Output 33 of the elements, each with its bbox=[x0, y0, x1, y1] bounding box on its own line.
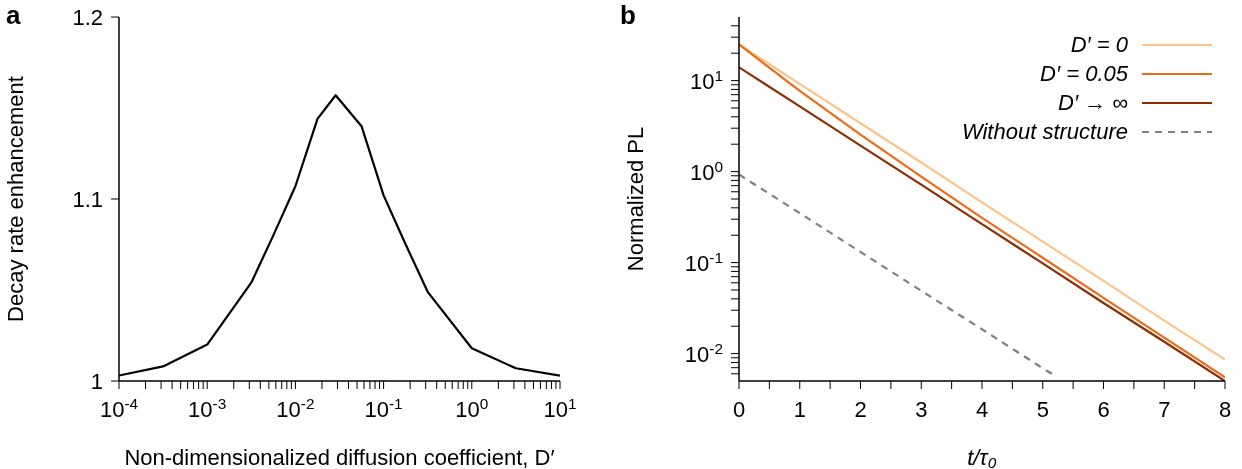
y-tick-label: 1 bbox=[90, 369, 103, 394]
legend-label: D′ → ∞ bbox=[1058, 89, 1128, 116]
legend-label: Without structure bbox=[961, 118, 1128, 145]
x-tick-label: 2 bbox=[854, 397, 867, 422]
x-tick-label: 5 bbox=[1036, 397, 1049, 422]
y-tick-label: 10$^{-1}$ bbox=[684, 248, 723, 276]
x-tick-label: 10$^{0}$ bbox=[455, 394, 489, 422]
x-tick-label: 8 bbox=[1218, 397, 1232, 422]
y-tick-label: 10$^{1}$ bbox=[689, 66, 723, 94]
x-tick-label: 6 bbox=[1097, 397, 1110, 422]
y-axis-title: Normalized PL bbox=[622, 126, 648, 272]
chart-title: a bbox=[6, 0, 21, 31]
legend-label: D′ = 0.05 bbox=[1040, 60, 1128, 87]
x-tick-label: 10$^{1}$ bbox=[543, 394, 577, 422]
x-axis-title: t/τ₀ bbox=[967, 445, 997, 469]
y-tick-label: 10$^{-2}$ bbox=[684, 339, 723, 367]
x-tick-label: 10$^{-2}$ bbox=[276, 394, 315, 422]
x-tick-label: 10$^{-1}$ bbox=[364, 394, 403, 422]
x-tick-label: 0 bbox=[732, 397, 746, 422]
x-axis-title: Non-dimensionalized diffusion coefficient, D′ bbox=[124, 445, 555, 469]
y-axis-title: Decay rate enhancement bbox=[2, 76, 28, 322]
x-tick-label: 4 bbox=[975, 397, 989, 422]
legend-label: D′ = 0 bbox=[1070, 31, 1128, 58]
x-tick-label: 10$^{-3}$ bbox=[188, 394, 227, 422]
x-tick-label: 10$^{-4}$ bbox=[99, 394, 139, 422]
y-tick-label: 10$^{0}$ bbox=[689, 157, 723, 185]
x-tick-label: 1 bbox=[793, 397, 806, 422]
chart-title: b bbox=[620, 0, 636, 31]
y-tick-label: 1.2 bbox=[72, 5, 103, 30]
line-series bbox=[739, 173, 1053, 375]
y-tick-label: 1.1 bbox=[72, 187, 103, 212]
x-tick-label: 7 bbox=[1158, 397, 1171, 422]
x-tick-label: 3 bbox=[915, 397, 928, 422]
